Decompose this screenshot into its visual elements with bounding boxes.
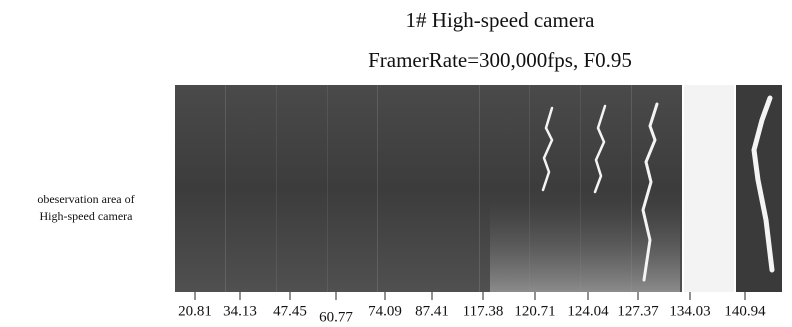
time-label: 60.77 xyxy=(319,309,353,325)
time-label: 87.41 xyxy=(415,303,449,319)
camera-frame xyxy=(175,85,226,292)
side-label: High-speed camera xyxy=(40,209,134,223)
camera-frame xyxy=(276,85,327,292)
camera-frame xyxy=(684,85,734,292)
time-label: 74.09 xyxy=(368,303,402,319)
time-label: 127.37 xyxy=(617,303,659,319)
subtitle: FramerRate=300,000fps, F0.95 xyxy=(368,48,632,72)
side-label: obeservation area of xyxy=(37,192,134,206)
time-label: 34.13 xyxy=(223,303,257,319)
figure: 1# High-speed camera FramerRate=300,000f… xyxy=(0,0,792,327)
time-label: 120.71 xyxy=(514,303,555,319)
camera-frame xyxy=(226,85,277,292)
title: 1# High-speed camera xyxy=(406,8,596,32)
time-label: 134.03 xyxy=(669,303,710,319)
camera-frame xyxy=(327,85,378,292)
time-label: 20.81 xyxy=(178,303,212,319)
camera-frame xyxy=(378,85,429,292)
time-label: 117.38 xyxy=(463,303,504,319)
time-label: 140.94 xyxy=(724,303,766,319)
frame-strip xyxy=(175,85,782,292)
camera-frame xyxy=(429,85,480,292)
time-label: 47.45 xyxy=(273,303,307,319)
time-label: 124.04 xyxy=(567,303,609,319)
